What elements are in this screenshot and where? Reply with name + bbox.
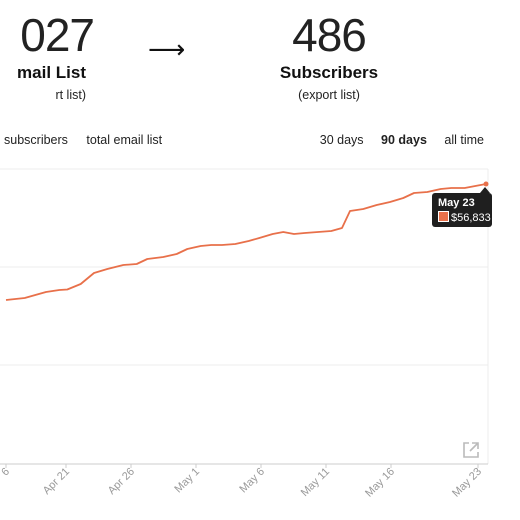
x-tick-label: May 11 xyxy=(299,466,332,499)
metric-tabs: subscribers total email list xyxy=(4,133,177,147)
tab-total-email-list[interactable]: total email list xyxy=(86,133,163,147)
tooltip-date: May 23 xyxy=(438,197,475,209)
subscribers-stat: 486 Subscribers (export list) xyxy=(259,8,399,102)
x-tick-label: May 1 xyxy=(172,466,202,496)
x-tick-label: May 6 xyxy=(237,466,267,496)
x-tick-label: May 23 xyxy=(450,466,484,500)
tab-90-days[interactable]: 90 days xyxy=(381,133,427,147)
subscribers-export-link[interactable]: (export list) xyxy=(298,88,360,102)
subscribers-count: 486 xyxy=(292,9,367,61)
series-swatch-icon xyxy=(438,211,449,222)
gridlines xyxy=(0,168,489,464)
expand-icon[interactable] xyxy=(461,440,481,460)
x-axis-ticks: 6 Apr 21 Apr 26 May 1 May 6 May 11 May 16 May 2… xyxy=(0,464,484,500)
subscribers-label: Subscribers xyxy=(279,63,379,82)
tooltip-value: $56,833 xyxy=(451,212,491,224)
email-list-label: mail List xyxy=(17,63,86,82)
tooltip-value-row: $56,833 xyxy=(438,211,491,225)
arrow-right-icon: ⟶ xyxy=(148,34,186,64)
x-tick-label: Apr 26 xyxy=(106,466,137,497)
series-line[interactable] xyxy=(5,183,487,301)
x-tick-label: Apr 21 xyxy=(41,466,72,497)
email-list-count: 027 xyxy=(20,9,95,61)
email-list-stat: 027 mail List rt list) xyxy=(0,8,100,102)
tab-subscribers[interactable]: subscribers xyxy=(4,133,68,147)
range-tabs: 30 days 90 days all time xyxy=(306,133,484,147)
x-tick-label: May 16 xyxy=(363,466,397,500)
tab-all-time[interactable]: all time xyxy=(444,133,484,147)
tab-30-days[interactable]: 30 days xyxy=(319,133,364,147)
email-list-export-link[interactable]: rt list) xyxy=(55,88,86,102)
chart-tooltip: May 23 $56,833 xyxy=(432,187,492,227)
hover-point xyxy=(483,181,489,187)
